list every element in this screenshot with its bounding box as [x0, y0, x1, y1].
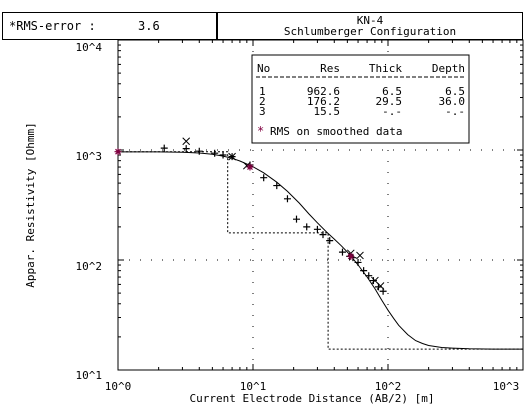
model-curve-line — [118, 151, 523, 350]
table-cell: -.- — [382, 105, 402, 118]
data-point-plus — [195, 147, 203, 155]
data-point-plus — [211, 149, 219, 157]
data-points-group — [114, 137, 387, 295]
data-point-plus — [219, 151, 227, 159]
data-point-plus — [313, 225, 321, 233]
data-point-plus — [293, 215, 300, 223]
y-tick-label: 10^1 — [76, 369, 103, 382]
data-point-plus — [260, 174, 268, 182]
x-tick-label: 10^3 — [493, 380, 520, 393]
data-point-plus — [319, 231, 327, 239]
table-header-thick: Thick — [369, 62, 402, 75]
data-point-plus — [338, 248, 346, 256]
data-point-plus — [360, 267, 368, 275]
table-cell: 2 — [259, 95, 266, 108]
table-cell: 29.5 — [376, 95, 403, 108]
data-point-plus — [273, 182, 281, 190]
data-point-plus — [303, 223, 311, 231]
layer-model-group — [118, 151, 523, 350]
data-point-plus — [365, 272, 373, 280]
data-point-plus — [369, 277, 377, 285]
table-header-depth: Depth — [432, 62, 465, 75]
y-tick-label: 10^3 — [76, 150, 103, 163]
model-curve-group — [118, 151, 523, 350]
chart-subtitle: Schlumberger Configuration — [283, 25, 457, 38]
data-point-plus — [182, 145, 190, 153]
data-point-plus — [326, 237, 334, 245]
table-cell: 6.5 — [382, 85, 402, 98]
table-cell: 962.6 — [307, 85, 340, 98]
table-cell: 3 — [259, 105, 266, 118]
table-cell: 36.0 — [439, 95, 466, 108]
data-point-smoothed — [114, 148, 122, 156]
table-cell: 15.5 — [314, 105, 341, 118]
rms-error-label: *RMS-error : — [9, 19, 96, 33]
x-axis-label: Current Electrode Distance (AB/2) [m] — [189, 392, 434, 405]
plot-frame — [117, 39, 524, 371]
table-header-res: Res — [320, 62, 340, 75]
data-point-plus — [354, 258, 362, 266]
data-point-plus — [160, 144, 168, 152]
data-point-plus — [283, 195, 291, 203]
x-tick-label: 10^0 — [105, 380, 132, 393]
rms-error-value: 3.6 — [138, 19, 160, 33]
data-point-smoothed — [246, 163, 254, 171]
y-axis-label: Appar. Resistivity [Ohmm] — [24, 122, 37, 288]
chart-title: KN-4 — [356, 14, 384, 27]
x-tick-label: 10^2 — [375, 380, 402, 393]
table-cell: 176.2 — [307, 95, 340, 108]
axis-ticks — [117, 39, 524, 371]
layer-table-box — [251, 54, 470, 144]
table-cell: -.- — [445, 105, 465, 118]
data-point-cross — [182, 137, 191, 146]
smoothed-marker-icon: * — [257, 124, 264, 138]
table-note: RMS on smoothed data — [270, 125, 402, 138]
rms-error-panel: *RMS-error : 3.6 — [2, 12, 217, 40]
x-tick-label: 10^1 — [240, 380, 267, 393]
layer-table: No Res Thick Depth 1 962.6 6.5 6.5 2 176… — [251, 54, 470, 144]
data-point-cross — [356, 251, 364, 260]
data-point-cross — [376, 282, 385, 290]
table-cell: 1 — [259, 85, 266, 98]
data-point-smoothed — [347, 252, 355, 260]
table-header-no: No — [257, 62, 270, 75]
data-point-cross — [228, 152, 236, 161]
y-tick-label: 10^2 — [76, 260, 103, 273]
table-cell: 6.5 — [445, 85, 465, 98]
title-panel: KN-4 Schlumberger Configuration — [217, 12, 523, 40]
layer-model-line — [118, 151, 523, 350]
y-tick-label: 10^4 — [76, 41, 103, 54]
